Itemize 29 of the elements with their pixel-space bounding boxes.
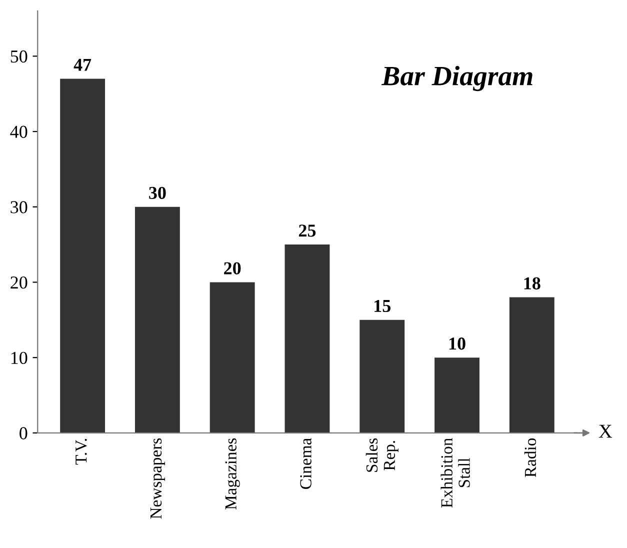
y-tick-label: 40 [10,126,28,138]
data-label: 10 [449,338,466,350]
data-label: 25 [298,224,316,237]
data-label: 15 [374,300,390,312]
data-label: 18 [524,277,540,290]
x-tick-label: Cinema [300,438,312,489]
data-label: 30 [149,186,166,200]
x-axis-title: X [598,424,612,438]
bar [60,78,106,433]
bar [134,206,180,433]
bar [434,358,480,433]
y-tick-label: 50 [10,50,28,63]
bar [210,282,255,433]
x-tick-label: Magazines [225,438,240,510]
bar [284,244,330,433]
x-tick-label: Newspapers [150,438,166,519]
data-label: 20 [224,262,241,274]
x-tick-label: T.V. [76,438,87,465]
x-tick-label: Exhibition Stall [440,438,470,508]
y-tick-label: 0 [20,427,28,440]
y-tick-label: 20 [10,276,28,289]
x-tick-label: Radio [524,438,536,478]
y-tick-label: 10 [11,352,28,364]
bar [360,320,405,433]
y-tick-label: 30 [10,201,28,214]
text: Bar Diagram [381,66,532,92]
x-tick-label: Sales Rep. [366,438,398,472]
bar [509,297,554,433]
data-label: 47 [74,58,92,71]
